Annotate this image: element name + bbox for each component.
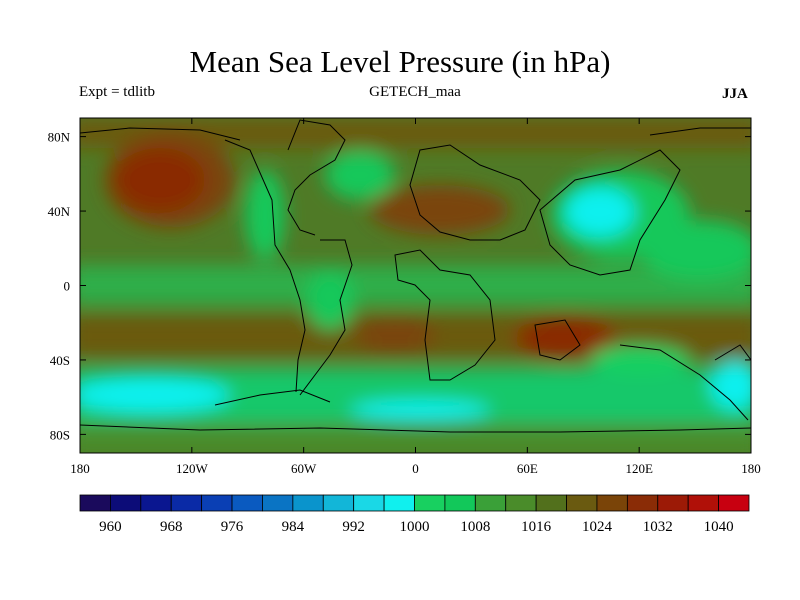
colorbar-box-21 bbox=[718, 494, 750, 512]
y-tick-label-0: 80N bbox=[48, 130, 71, 145]
colorbar-box-14 bbox=[505, 494, 537, 512]
colorbar-box-2 bbox=[140, 494, 172, 512]
colorbar-box-20 bbox=[687, 494, 719, 512]
colorbar-label-0: 960 bbox=[99, 519, 122, 535]
colorbar-box-15 bbox=[535, 494, 567, 512]
x-tick-label-3: 0 bbox=[412, 461, 419, 476]
colorbar-label-8: 1024 bbox=[582, 519, 613, 535]
experiment-label: Expt = tdlitb bbox=[79, 84, 155, 100]
colorbar-label-10: 1040 bbox=[704, 519, 734, 535]
colorbar-label-5: 1000 bbox=[400, 519, 430, 535]
colorbar-box-19 bbox=[657, 494, 689, 512]
colorbar-label-2: 976 bbox=[221, 519, 244, 535]
chart-title: Mean Sea Level Pressure (in hPa) bbox=[189, 44, 611, 79]
colorbar-box-9 bbox=[353, 494, 385, 512]
colorbar-box-16 bbox=[566, 494, 598, 512]
x-tick-label-5: 120E bbox=[625, 461, 653, 476]
colorbar-label-3: 984 bbox=[282, 519, 305, 535]
colorbar-box-8 bbox=[322, 494, 355, 512]
x-tick-label-4: 60E bbox=[517, 461, 538, 476]
colorbar-label-7: 1016 bbox=[521, 519, 552, 535]
colorbar-box-12 bbox=[444, 494, 476, 512]
colorbar-box-0 bbox=[79, 494, 111, 512]
x-tick-label-6: 180 bbox=[741, 461, 761, 476]
colorbar-label-1: 968 bbox=[160, 519, 183, 535]
colorbar: 960 968 976 984 992 1000 1008 1016 1024 1032 1040 bbox=[79, 494, 750, 535]
colorbar-label-6: 1008 bbox=[460, 519, 490, 535]
y-tick-label-3: 40S bbox=[50, 353, 70, 368]
coastlines bbox=[80, 119, 751, 433]
colorbar-box-11 bbox=[414, 494, 446, 512]
pressure-field bbox=[80, 118, 751, 453]
colorbar-box-18 bbox=[626, 494, 659, 512]
colorbar-box-13 bbox=[474, 494, 507, 512]
colorbar-box-7 bbox=[292, 494, 324, 512]
colorbar-box-3 bbox=[170, 494, 203, 512]
y-tick-label-1: 40N bbox=[48, 204, 71, 219]
x-tick-label-2: 60W bbox=[291, 461, 317, 476]
season-label: JJA bbox=[722, 86, 748, 102]
y-tick-label-2: 0 bbox=[64, 279, 71, 294]
colorbar-box-6 bbox=[262, 494, 294, 512]
y-tick-label-4: 80S bbox=[50, 427, 70, 442]
colorbar-box-5 bbox=[231, 494, 263, 512]
colorbar-box-10 bbox=[383, 494, 415, 512]
x-tick-label-0: 180 bbox=[70, 461, 90, 476]
axes: 180 120W 60W 0 60E 120E 180 80N 40N 0 40S 80S bbox=[48, 118, 761, 476]
colorbar-box-17 bbox=[596, 494, 628, 512]
colorbar-label-9: 1032 bbox=[643, 519, 673, 535]
colorbar-box-1 bbox=[110, 494, 142, 512]
colorbar-label-4: 992 bbox=[342, 519, 365, 535]
colorbar-box-4 bbox=[201, 494, 233, 512]
dataset-label: GETECH_maa bbox=[369, 84, 461, 100]
x-tick-label-1: 120W bbox=[176, 461, 209, 476]
